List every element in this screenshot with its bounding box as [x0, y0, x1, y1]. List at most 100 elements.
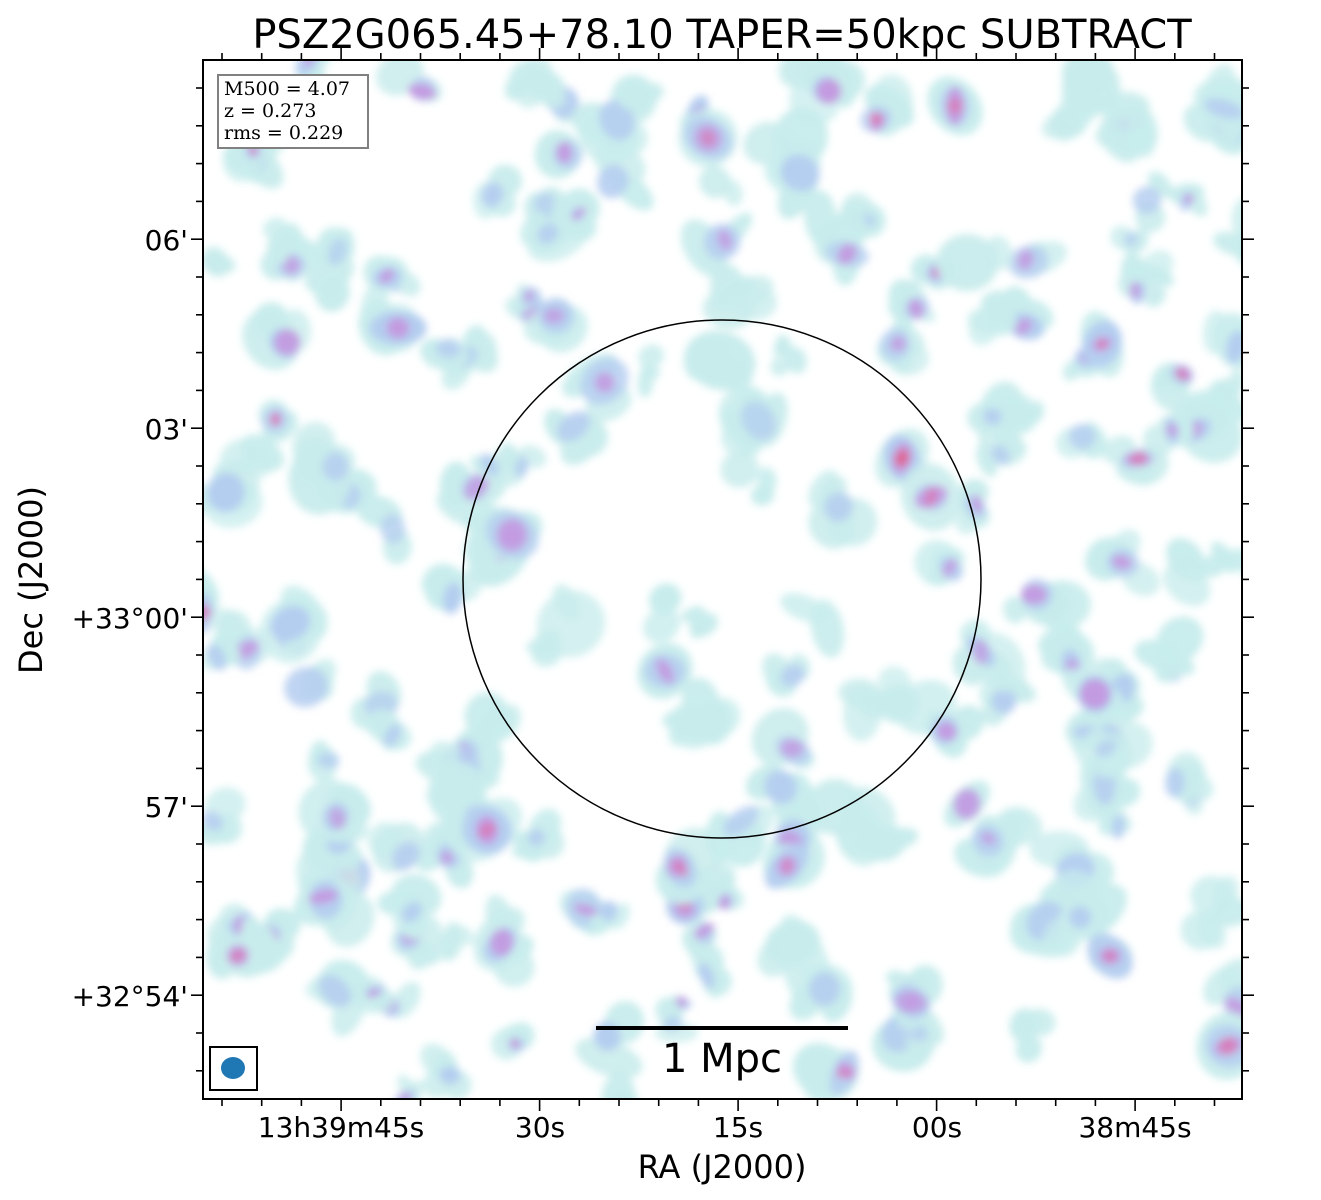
emission-blob: [780, 739, 804, 758]
emission-blob: [203, 811, 224, 831]
emission-blob: [274, 329, 301, 356]
emission-blob: [751, 483, 775, 506]
emission-blob: [1224, 997, 1242, 1018]
emission-blob: [1166, 537, 1206, 581]
emission-blob: [501, 525, 523, 545]
emission-blob: [717, 229, 733, 251]
emission-blob: [1095, 740, 1116, 758]
emission-blob: [230, 950, 245, 962]
emission-blob: [597, 164, 629, 199]
x-tick-label: 30s: [515, 1111, 565, 1144]
emission-blob: [672, 707, 712, 738]
emission-blob: [1139, 250, 1174, 284]
emission-blob: [1165, 767, 1185, 798]
emission-blob: [723, 805, 759, 836]
emission-blob: [515, 456, 529, 478]
emission-blob: [839, 246, 855, 262]
emission-blob: [329, 807, 346, 830]
emission-blob: [599, 100, 635, 141]
emission-blob: [490, 1028, 523, 1060]
emission-blob: [481, 182, 504, 208]
emission-blob: [270, 605, 311, 642]
emission-blob: [1204, 98, 1242, 120]
emission-blob: [672, 860, 688, 876]
emission-blob: [1197, 911, 1227, 949]
emission-blob: [987, 308, 1017, 336]
y-tick-label: 03': [145, 413, 188, 446]
emission-blob: [947, 98, 963, 114]
emission-blob: [609, 1088, 639, 1099]
emission-blob: [720, 450, 760, 488]
emission-blob: [1021, 584, 1048, 605]
emission-blob: [877, 684, 919, 724]
emission-blob: [699, 165, 731, 199]
emission-blob: [687, 605, 707, 627]
emission-blob: [568, 215, 597, 241]
x-tick-label: 38m45s: [1078, 1111, 1191, 1144]
emission-blob: [648, 583, 682, 615]
emission-blob: [780, 154, 820, 192]
axis-ticks: [191, 48, 1254, 1111]
emission-blob: [858, 826, 906, 862]
beam-box: [209, 1046, 258, 1091]
emission-blob: [1209, 382, 1234, 408]
emission-blob: [925, 487, 937, 507]
emission-blob: [322, 452, 349, 481]
emission-blob: [1145, 285, 1166, 308]
emission-blob: [207, 644, 227, 671]
emission-blob: [816, 78, 842, 104]
emission-blob: [1017, 249, 1034, 270]
emission-blob: [442, 582, 462, 614]
scale-bar-label: 1 Mpc: [662, 1036, 782, 1082]
info-rms: rms = 0.229: [224, 122, 343, 144]
emission-blob: [658, 664, 672, 678]
emission-blob: [809, 972, 840, 1006]
emission-blob: [838, 678, 881, 708]
emission-blob: [991, 445, 1011, 465]
emission-blob: [1211, 897, 1242, 927]
emission-blob: [904, 994, 918, 1010]
info-redshift: z = 0.273: [224, 100, 316, 122]
emission-blob: [972, 639, 989, 665]
emission-blob: [835, 1068, 853, 1078]
emission-blob: [511, 845, 533, 859]
emission-blob: [383, 724, 402, 747]
emission-blob: [765, 920, 821, 966]
x-tick-labels: 13h39m45s 30s 15s 00s 38m45s: [258, 1111, 1192, 1144]
emission-blob: [210, 608, 238, 636]
x-tick-label: 00s: [912, 1111, 962, 1144]
emission-blob: [284, 666, 328, 708]
emission-blob: [282, 256, 301, 275]
emission-blob: [675, 996, 687, 1008]
y-tick-label: 57': [145, 791, 188, 824]
emission-blob: [1184, 193, 1194, 204]
emission-blob: [1231, 197, 1242, 242]
emission-blob: [1112, 814, 1125, 840]
emission-blob: [1240, 556, 1242, 574]
emission-blob: [478, 704, 513, 744]
emission-blob: [1068, 423, 1096, 450]
emission-blob: [388, 318, 408, 338]
emission-blob: [207, 472, 245, 513]
emission-blob: [401, 902, 422, 923]
emission-blob: [1014, 318, 1033, 335]
emission-blob: [1127, 111, 1157, 158]
emission-blob: [380, 513, 406, 544]
emission-blob: [379, 268, 395, 284]
emission-blob: [479, 822, 495, 838]
emission-blob: [810, 599, 845, 658]
emission-blob: [1096, 338, 1108, 350]
emission-blob: [1224, 399, 1242, 422]
emission-blob: [638, 344, 665, 369]
emission-blob: [616, 77, 651, 112]
emission-blob: [1104, 950, 1116, 962]
emission-blob: [972, 494, 982, 513]
y-tick-labels: 06' 03' +33°00' 57' +32°54': [72, 224, 188, 1013]
emission-blob: [908, 299, 924, 319]
emission-blob: [869, 112, 882, 126]
emission-blob: [490, 928, 514, 957]
y-tick-label: +32°54': [72, 980, 188, 1013]
emission-blob: [694, 923, 715, 939]
emission-blob: [557, 411, 590, 442]
